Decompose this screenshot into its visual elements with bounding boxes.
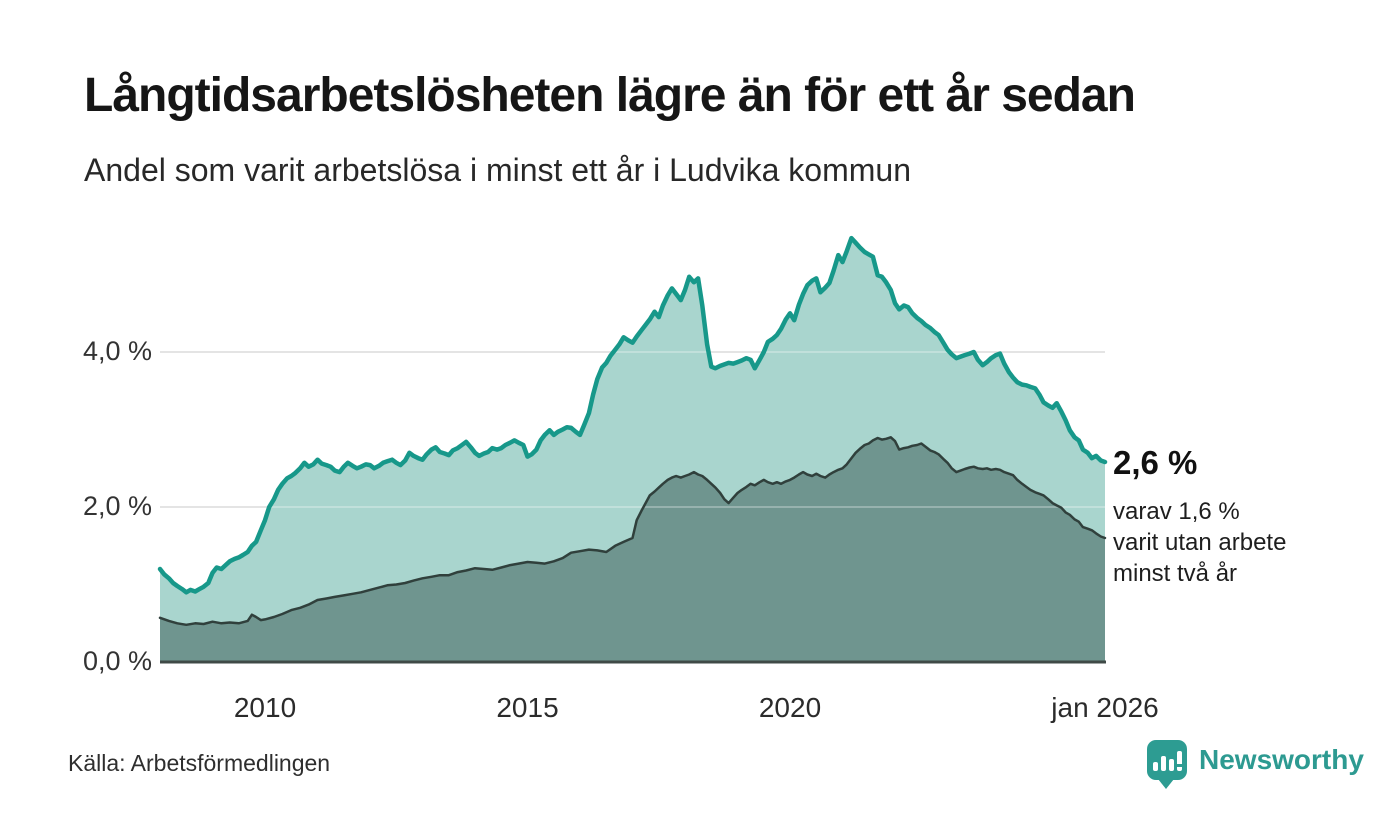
source-label: Källa: Arbetsförmedlingen [68, 750, 331, 776]
annotation-detail: varav 1,6 % varit utan arbete minst två år [1113, 496, 1286, 589]
annotation-detail-line: varav 1,6 % [1113, 498, 1240, 525]
annotation-detail-line: varit utan arbete [1113, 529, 1287, 556]
series-line-1 [158, 436, 1107, 627]
chart-title: Långtidsarbetslösheten lägre än för ett … [84, 69, 1136, 122]
annotation-value: 2,6 % [1113, 444, 1198, 481]
chart-subtitle: Andel som varit arbetslösa i minst ett å… [84, 152, 911, 188]
x-axis-baseline [160, 660, 1106, 664]
annotation-detail-line: minst två år [1113, 560, 1238, 587]
series-line-0 [157, 235, 1108, 595]
y-tick-label: 0,0 % [82, 646, 152, 676]
brand-name: Newsworthy [1199, 744, 1364, 775]
series-area-1 [160, 437, 1105, 662]
bar-chart-glyph [1152, 749, 1182, 771]
y-tick-label: 4,0 % [82, 336, 152, 366]
x-tick-label: 2015 [496, 692, 559, 723]
y-tick-label: 2,0 % [82, 491, 152, 521]
x-tick-label: 2020 [758, 692, 822, 723]
x-tick-label: jan 2026 [1051, 692, 1159, 723]
x-tick-label: 2010 [233, 692, 297, 723]
newsworthy-logo: Newsworthy [1147, 740, 1364, 789]
newsworthy-chart-bubble-icon [1147, 740, 1187, 789]
